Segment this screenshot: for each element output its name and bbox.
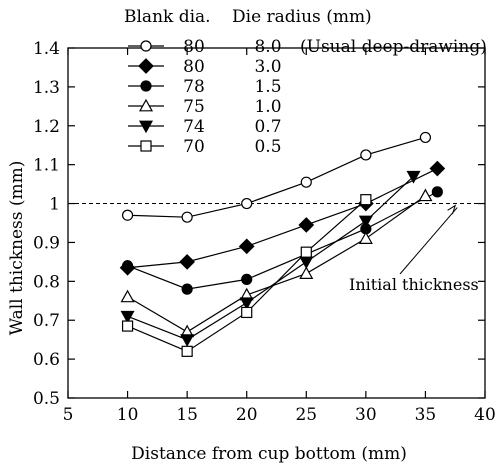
legend-row: 80 3.0 xyxy=(128,57,282,77)
series-80-3.0 xyxy=(119,160,446,276)
data-point xyxy=(238,238,255,255)
data-point xyxy=(406,170,421,184)
y-tick-label: 0.8 xyxy=(33,272,60,292)
legend-die-radius: 3.0 xyxy=(254,57,281,77)
x-tick-label: 40 xyxy=(474,405,496,425)
data-point xyxy=(298,217,315,233)
legend: 80 8.0 (Usual deep-drawing)80 3.078 1.575 1.0… xyxy=(128,37,487,157)
data-point xyxy=(358,231,373,244)
data-point xyxy=(419,131,432,144)
data-point xyxy=(138,120,154,134)
legend-die-radius: 0.5 xyxy=(254,137,281,157)
data-point xyxy=(121,209,134,221)
x-tick-label: 15 xyxy=(176,405,198,425)
data-point xyxy=(181,345,193,357)
data-point xyxy=(418,188,433,202)
legend-row: 70 0.5 xyxy=(128,137,282,157)
data-point xyxy=(431,186,443,198)
y-tick-label: 0.6 xyxy=(33,350,60,370)
data-point xyxy=(121,320,134,332)
series-line xyxy=(127,136,426,218)
series-line xyxy=(127,168,438,269)
plot-axes: 5 10 15 20 25 30 35 40 0.5 0.6 0.7 0.8 0.9 1 1.1 1.2 1.3… xyxy=(33,39,496,425)
y-tick-label: 1.1 xyxy=(33,156,60,176)
data-point xyxy=(241,273,253,285)
x-tick-label: 30 xyxy=(355,405,377,425)
y-tick-label: 0.5 xyxy=(33,389,60,409)
plot-frame xyxy=(67,47,486,399)
series-line xyxy=(127,195,426,333)
x-tick-label: 10 xyxy=(117,405,139,425)
data-point xyxy=(360,194,372,206)
data-point xyxy=(120,310,135,324)
data-point xyxy=(181,211,193,223)
legend-blank-dia: 70 xyxy=(183,137,205,157)
legend-row: 75 1.0 xyxy=(128,97,282,117)
legend-blank-dia: 80 xyxy=(183,57,205,77)
series-80-8.0 xyxy=(121,131,432,223)
x-tick-label: 20 xyxy=(236,405,258,425)
initial-thickness-reference xyxy=(68,203,485,275)
legend-row: 74 0.7 xyxy=(128,117,282,137)
data-point xyxy=(299,266,314,279)
y-tick-label: 0.9 xyxy=(33,233,60,253)
legend-row: 80 8.0 (Usual deep-drawing) xyxy=(128,37,487,57)
y-tick-label: 0.7 xyxy=(33,311,60,331)
data-point xyxy=(358,215,373,229)
data-point xyxy=(138,58,154,74)
legend-row: 78 1.5 xyxy=(128,77,282,97)
data-point xyxy=(138,98,154,112)
initial-thickness-label: Initial thickness xyxy=(349,275,479,294)
y-tick-label: 1.4 xyxy=(33,39,60,59)
data-series xyxy=(119,131,446,357)
x-tick-label: 35 xyxy=(415,405,437,425)
data-point xyxy=(300,176,312,188)
legend-die-radius: 0.7 xyxy=(254,117,281,137)
legend-header-die-radius: Die radius (mm) xyxy=(232,7,372,27)
data-point xyxy=(140,140,152,152)
legend-note: (Usual deep-drawing) xyxy=(300,37,487,57)
y-axis-label: Wall thickness (mm) xyxy=(7,161,27,336)
y-tick-label: 1.3 xyxy=(33,78,60,98)
data-point xyxy=(121,260,134,272)
data-point xyxy=(360,149,372,161)
data-point xyxy=(120,289,135,303)
series-70-0.5 xyxy=(121,194,372,357)
data-point xyxy=(140,40,152,52)
legend-blank-dia: 80 xyxy=(183,37,205,57)
data-point xyxy=(241,197,253,210)
y-tick-label: 1.2 xyxy=(33,117,60,137)
annotation-arrow-head xyxy=(447,204,457,215)
data-point xyxy=(180,334,195,347)
data-point xyxy=(300,246,312,258)
series-75-1.0 xyxy=(120,188,433,338)
legend-die-radius: 1.0 xyxy=(254,97,281,117)
data-point xyxy=(429,160,446,177)
data-point xyxy=(299,256,314,270)
series-78-1.5 xyxy=(121,186,443,295)
legend-blank-dia: 74 xyxy=(183,117,205,137)
legend-header-blank-dia: Blank dia. xyxy=(124,7,211,27)
data-point xyxy=(241,306,253,319)
legend-die-radius: 8.0 xyxy=(254,37,281,57)
data-point xyxy=(179,254,195,270)
annotation-arrow-line xyxy=(399,207,458,275)
x-tick-label: 5 xyxy=(63,405,74,425)
legend-blank-dia: 75 xyxy=(183,97,205,117)
y-tick-label: 1 xyxy=(49,195,60,215)
x-axis-label: Distance from cup bottom (mm) xyxy=(131,444,407,464)
data-point xyxy=(181,283,193,295)
legend-blank-dia: 78 xyxy=(183,77,205,97)
x-tick-label: 25 xyxy=(295,405,317,425)
data-point xyxy=(239,297,254,310)
legend-die-radius: 1.5 xyxy=(254,77,281,97)
data-point xyxy=(140,80,152,92)
